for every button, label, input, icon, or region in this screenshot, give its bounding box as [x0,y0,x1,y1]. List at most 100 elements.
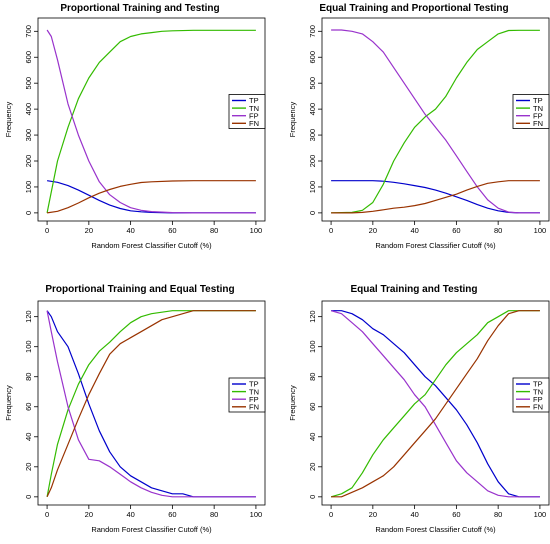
x-tick-label: 80 [210,226,218,235]
x-tick-label: 20 [85,510,93,519]
y-tick-label: 80 [24,373,33,381]
legend-label: FP [249,111,259,120]
panel-1: Proportional Training and Testing 0 20 40 60… [4,3,266,250]
y-tick-label: 200 [308,155,317,168]
legend-label: FN [249,119,259,128]
panel-3: Proportional Training and Equal Testing 0… [4,284,266,534]
y-tick-label: 100 [308,181,317,194]
x-tick-label: 20 [369,226,377,235]
x-tick-label: 20 [369,510,377,519]
legend-label: FN [533,403,543,412]
y-tick-label: 500 [24,77,33,90]
series-line-tn [46,29,256,214]
x-tick-label: 40 [410,510,418,519]
legend-label: TN [533,104,543,113]
x-axis-label: Random Forest Classifier Cutoff (%) [91,525,212,534]
series-line-tp [331,310,540,498]
series-line-fn [331,180,540,214]
x-tick-label: 100 [534,510,547,519]
y-tick-label: 0 [308,495,317,499]
series-line-fn [47,180,256,214]
y-tick-label: 400 [24,103,33,116]
legend-label: FP [533,395,543,404]
y-axis-label: Frequency [4,385,13,421]
x-axis-label: Random Forest Classifier Cutoff (%) [375,525,496,534]
y-tick-label: 500 [308,77,317,90]
y-axis-label: Frequency [288,102,297,138]
legend-label: TP [249,380,259,389]
y-axis-label: Frequency [288,385,297,421]
series-line-tp [46,310,256,498]
y-tick-label: 0 [24,211,33,215]
y-tick-label: 60 [308,403,317,411]
panel-2: Equal Training and Proportional Testing 0… [288,3,550,250]
x-tick-label: 60 [168,226,176,235]
y-tick-label: 200 [24,155,33,168]
legend-label: FN [533,119,543,128]
series-line-fp [46,29,256,214]
series-line-tp [47,180,256,214]
y-tick-label: 40 [308,433,317,441]
chart-title: Equal Training and Testing [350,284,477,295]
series-line-tn [46,310,256,497]
x-tick-label: 60 [452,510,460,519]
legend-label: TN [249,104,259,113]
legend-label: TP [533,380,543,389]
y-tick-label: 80 [308,373,317,381]
y-tick-label: 20 [24,463,33,471]
x-tick-label: 0 [45,226,49,235]
y-tick-label: 600 [308,51,317,64]
y-tick-label: 40 [24,433,33,441]
y-tick-label: 60 [24,403,33,411]
x-tick-label: 100 [250,510,263,519]
x-tick-label: 80 [494,510,502,519]
y-tick-label: 400 [308,103,317,116]
series-line-tp [331,180,540,214]
y-tick-label: 600 [24,51,33,64]
legend-label: TP [533,96,543,105]
x-axis-label: Random Forest Classifier Cutoff (%) [91,241,212,250]
y-tick-label: 0 [24,495,33,499]
y-tick-label: 100 [308,340,317,353]
series-line-fn [46,310,256,498]
y-tick-label: 20 [308,463,317,471]
y-tick-label: 0 [308,211,317,215]
series-line-fn [331,310,540,498]
x-tick-label: 100 [250,226,263,235]
x-tick-label: 100 [534,226,547,235]
y-tick-label: 700 [308,25,317,38]
y-tick-label: 120 [308,310,317,323]
x-tick-label: 80 [210,510,218,519]
x-tick-label: 20 [85,226,93,235]
legend-label: TN [249,387,259,396]
x-tick-label: 0 [329,510,333,519]
series-line-fp [46,310,256,498]
series-line-tn [331,29,540,214]
series-line-tn [330,310,540,498]
x-tick-label: 60 [168,510,176,519]
x-tick-label: 60 [452,226,460,235]
y-tick-label: 300 [24,129,33,142]
y-tick-label: 300 [308,129,317,142]
x-axis-label: Random Forest Classifier Cutoff (%) [375,241,496,250]
y-tick-label: 100 [24,340,33,353]
chart-title: Equal Training and Proportional Testing [319,3,508,14]
legend-label: FP [249,395,259,404]
panel-4: Equal Training and Testing 0 20 40 60 80 100 0 2… [288,284,550,534]
chart-title: Proportional Training and Equal Testing [45,284,234,295]
y-tick-label: 700 [24,25,33,38]
y-tick-label: 120 [24,310,33,323]
x-tick-label: 40 [410,226,418,235]
chart-title: Proportional Training and Testing [60,3,219,14]
legend-label: TN [533,387,543,396]
x-tick-label: 80 [494,226,502,235]
legend-label: FP [533,111,543,120]
x-tick-label: 40 [126,510,134,519]
x-tick-label: 0 [45,510,49,519]
y-axis-label: Frequency [4,102,13,138]
